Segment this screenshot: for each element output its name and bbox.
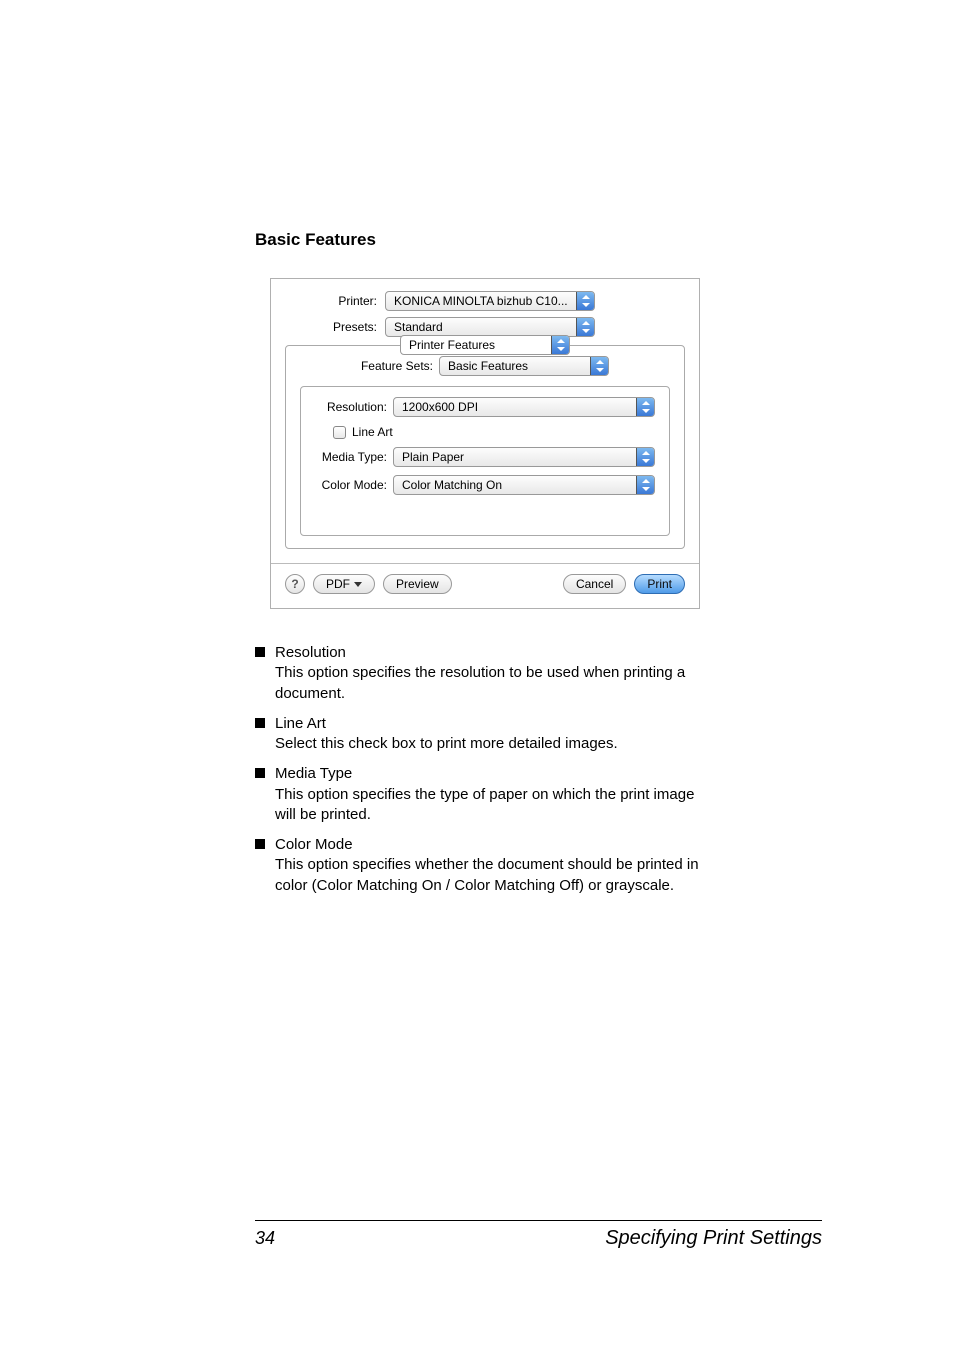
page-content: Basic Features Printer: KONICA MINOLTA b… [0, 0, 954, 896]
media-type-row: Media Type: Plain Paper [315, 447, 655, 467]
footer-row: 34 Specifying Print Settings [255, 1227, 822, 1250]
dialog-top-rows: Printer: KONICA MINOLTA bizhub C10... Pr… [285, 291, 685, 337]
color-mode-label: Color Mode: [315, 478, 393, 492]
lineart-row: Line Art [333, 425, 655, 439]
lineart-checkbox[interactable] [333, 426, 346, 439]
section-select[interactable]: Printer Features [400, 335, 570, 355]
dialog-separator [271, 563, 699, 564]
bullet-title: Resolution [275, 643, 346, 663]
footer-rule [255, 1220, 822, 1221]
dropdown-arrows-icon [576, 318, 594, 336]
print-button-label: Print [647, 577, 672, 591]
resolution-label: Resolution: [315, 400, 393, 414]
preview-button[interactable]: Preview [383, 574, 452, 594]
media-type-label: Media Type: [315, 450, 393, 464]
lineart-label: Line Art [352, 425, 393, 439]
cancel-button-label: Cancel [576, 577, 613, 591]
presets-select[interactable]: Standard [385, 317, 595, 337]
square-bullet-icon [255, 647, 265, 657]
media-type-select-text: Plain Paper [394, 450, 636, 464]
bullet-title: Media Type [275, 764, 352, 784]
square-bullet-icon [255, 839, 265, 849]
section-select-text: Printer Features [401, 338, 551, 352]
bullet-desc: Select this check box to print more deta… [275, 734, 699, 754]
bullet-list: Resolution This option specifies the res… [255, 643, 699, 896]
printer-features-fieldset: Printer Features Feature Sets: Basic Fea… [285, 345, 685, 549]
printer-label: Printer: [285, 294, 385, 308]
square-bullet-icon [255, 768, 265, 778]
pdf-button[interactable]: PDF [313, 574, 375, 594]
printer-select[interactable]: KONICA MINOLTA bizhub C10... [385, 291, 595, 311]
printer-select-text: KONICA MINOLTA bizhub C10... [386, 294, 576, 308]
list-item: Color Mode This option specifies whether… [255, 835, 699, 896]
pdf-button-label: PDF [326, 577, 350, 591]
feature-sets-row: Feature Sets: Basic Features [300, 356, 670, 376]
color-mode-row: Color Mode: Color Matching On [315, 475, 655, 495]
list-item: Line Art Select this check box to print … [255, 714, 699, 755]
square-bullet-icon [255, 718, 265, 728]
dialog-footer: ? PDF Preview Cancel Print [285, 574, 685, 594]
bullet-desc: This option specifies the type of paper … [275, 785, 699, 826]
dropdown-arrows-icon [636, 476, 654, 494]
feature-sets-select[interactable]: Basic Features [439, 356, 609, 376]
media-type-select[interactable]: Plain Paper [393, 447, 655, 467]
preview-button-label: Preview [396, 577, 439, 591]
list-item: Media Type This option specifies the typ… [255, 764, 699, 825]
presets-select-text: Standard [386, 320, 576, 334]
page-number: 34 [255, 1228, 275, 1249]
fieldset-legend: Printer Features [400, 335, 570, 355]
help-button[interactable]: ? [285, 574, 305, 594]
presets-row: Presets: Standard [285, 317, 685, 337]
presets-label: Presets: [285, 320, 385, 334]
dropdown-arrows-icon [551, 336, 569, 354]
bullet-desc: This option specifies the resolution to … [275, 663, 699, 704]
dropdown-arrows-icon [636, 448, 654, 466]
page-footer: 34 Specifying Print Settings [255, 1220, 822, 1250]
bullet-desc: This option specifies whether the docume… [275, 855, 699, 896]
printer-row: Printer: KONICA MINOLTA bizhub C10... [285, 291, 685, 311]
help-icon: ? [291, 577, 298, 591]
print-button[interactable]: Print [634, 574, 685, 594]
section-heading: Basic Features [255, 230, 699, 250]
feature-sets-label: Feature Sets: [361, 359, 439, 373]
color-mode-select-text: Color Matching On [394, 478, 636, 492]
color-mode-select[interactable]: Color Matching On [393, 475, 655, 495]
dropdown-arrows-icon [636, 398, 654, 416]
feature-sets-select-text: Basic Features [440, 359, 590, 373]
dropdown-arrows-icon [576, 292, 594, 310]
cancel-button[interactable]: Cancel [563, 574, 626, 594]
resolution-select[interactable]: 1200x600 DPI [393, 397, 655, 417]
resolution-row: Resolution: 1200x600 DPI [315, 397, 655, 417]
resolution-select-text: 1200x600 DPI [394, 400, 636, 414]
print-dialog: Printer: KONICA MINOLTA bizhub C10... Pr… [270, 278, 700, 609]
bullet-title: Color Mode [275, 835, 353, 855]
dropdown-arrows-icon [590, 357, 608, 375]
list-item: Resolution This option specifies the res… [255, 643, 699, 704]
bullet-title: Line Art [275, 714, 326, 734]
footer-title: Specifying Print Settings [605, 1227, 822, 1250]
features-inner-box: Resolution: 1200x600 DPI Line Art Media … [300, 386, 670, 536]
